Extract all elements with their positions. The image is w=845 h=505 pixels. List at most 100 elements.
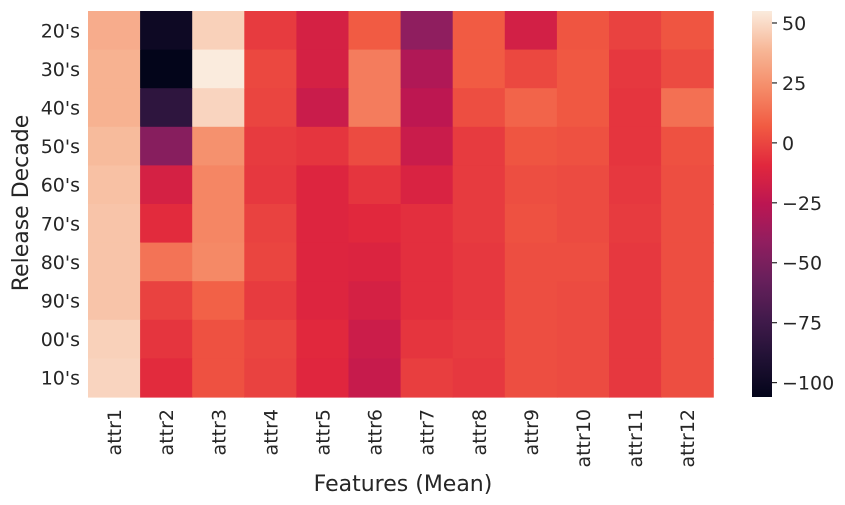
x-tick-label: attr2 bbox=[156, 409, 178, 455]
heatmap-cell bbox=[296, 204, 350, 244]
heatmap-cell bbox=[244, 165, 297, 205]
heatmap-cell bbox=[88, 319, 141, 359]
y-tick-label: 20's bbox=[41, 20, 80, 42]
heatmap-cell bbox=[661, 281, 714, 321]
colorbar-tick-label: 50 bbox=[782, 13, 806, 35]
x-tick-label: attr11 bbox=[625, 409, 647, 468]
heatmap-cell bbox=[296, 126, 350, 166]
heatmap-cell bbox=[348, 242, 402, 282]
heatmap-cell bbox=[296, 281, 350, 321]
heatmap-cell bbox=[504, 165, 558, 205]
heatmap-cells bbox=[88, 11, 714, 398]
heatmap-cell bbox=[400, 204, 454, 244]
heatmap-cell bbox=[452, 204, 506, 244]
heatmap-cell bbox=[192, 88, 245, 128]
heatmap-cell bbox=[400, 281, 454, 321]
heatmap-cell bbox=[504, 281, 558, 321]
heatmap-cell bbox=[244, 11, 297, 51]
x-tick-label: attr10 bbox=[573, 409, 595, 468]
heatmap-cell bbox=[192, 204, 245, 244]
heatmap-cell bbox=[661, 319, 714, 359]
heatmap-cell bbox=[661, 204, 714, 244]
heatmap-cell bbox=[661, 358, 714, 398]
x-tick-label: attr3 bbox=[208, 409, 230, 455]
heatmap-cell bbox=[609, 88, 662, 128]
heatmap-cell bbox=[140, 11, 193, 51]
x-tick-label: attr1 bbox=[104, 409, 126, 455]
heatmap-cell bbox=[140, 242, 193, 282]
heatmap-cell bbox=[504, 88, 558, 128]
x-tick-label: attr6 bbox=[365, 409, 387, 455]
heatmap-cell bbox=[348, 319, 402, 359]
heatmap-cell bbox=[400, 242, 454, 282]
colorbar-tick-label: 25 bbox=[782, 73, 806, 95]
heatmap-cell bbox=[192, 242, 245, 282]
heatmap-cell bbox=[244, 126, 297, 166]
heatmap-cell bbox=[88, 88, 141, 128]
heatmap-cell bbox=[452, 11, 506, 51]
colorbar-tick-label: 0 bbox=[782, 133, 794, 155]
heatmap-cell bbox=[140, 88, 193, 128]
y-tick-labels: 20's 30's 40's 50's 60's 70's 80's 90's 00's 10's bbox=[41, 20, 80, 389]
heatmap-cell bbox=[244, 204, 297, 244]
heatmap-cell bbox=[348, 126, 402, 166]
heatmap-cell bbox=[609, 49, 662, 89]
heatmap-cell bbox=[556, 126, 610, 166]
heatmap-cell bbox=[504, 242, 558, 282]
heatmap-cell bbox=[400, 126, 454, 166]
colorbar-tick-label: −25 bbox=[782, 193, 822, 215]
heatmap-cell bbox=[88, 242, 141, 282]
colorbar-tick-label: −75 bbox=[782, 313, 822, 335]
heatmap-cell bbox=[88, 49, 141, 89]
heatmap-cell bbox=[400, 11, 454, 51]
heatmap-cell bbox=[296, 242, 350, 282]
heatmap-cell bbox=[244, 281, 297, 321]
heatmap-cell bbox=[609, 358, 662, 398]
heatmap-cell bbox=[140, 281, 193, 321]
heatmap-cell bbox=[244, 49, 297, 89]
heatmap-cell bbox=[140, 319, 193, 359]
heatmap-cell bbox=[452, 358, 506, 398]
heatmap-cell bbox=[348, 11, 402, 51]
heatmap-cell bbox=[296, 88, 350, 128]
heatmap-cell bbox=[504, 49, 558, 89]
heatmap-cell bbox=[88, 11, 141, 51]
x-tick-labels: attr1 attr2 attr3 attr4 attr5 attr6 attr7 attr8… bbox=[104, 409, 699, 468]
heatmap-cell bbox=[296, 319, 350, 359]
y-tick-label: 40's bbox=[41, 98, 80, 120]
heatmap-cell bbox=[556, 11, 610, 51]
heatmap-cell bbox=[452, 88, 506, 128]
heatmap-cell bbox=[244, 88, 297, 128]
heatmap-cell bbox=[192, 319, 245, 359]
heatmap-cell bbox=[348, 204, 402, 244]
heatmap-cell bbox=[556, 49, 610, 89]
heatmap-cell bbox=[400, 358, 454, 398]
heatmap-cell bbox=[452, 242, 506, 282]
heatmap-cell bbox=[140, 358, 193, 398]
heatmap-cell bbox=[504, 204, 558, 244]
heatmap-cell bbox=[140, 204, 193, 244]
heatmap-cell bbox=[452, 319, 506, 359]
heatmap-cell bbox=[661, 165, 714, 205]
heatmap-cell bbox=[556, 242, 610, 282]
heatmap-cell bbox=[609, 281, 662, 321]
heatmap-cell bbox=[348, 49, 402, 89]
y-tick-label: 80's bbox=[41, 252, 80, 274]
heatmap-cell bbox=[609, 204, 662, 244]
heatmap-cell bbox=[556, 358, 610, 398]
heatmap-cell bbox=[609, 165, 662, 205]
heatmap-cell bbox=[140, 49, 193, 89]
heatmap-cell bbox=[88, 126, 141, 166]
y-tick-label: 90's bbox=[41, 291, 80, 313]
x-tick-label: attr9 bbox=[521, 409, 543, 455]
heatmap-cell bbox=[348, 88, 402, 128]
heatmap-cell bbox=[296, 165, 350, 205]
colorbar-tick-label: −50 bbox=[782, 253, 822, 275]
heatmap-cell bbox=[661, 49, 714, 89]
heatmap-cell bbox=[504, 358, 558, 398]
heatmap-cell bbox=[244, 319, 297, 359]
heatmap-cell bbox=[400, 319, 454, 359]
heatmap-cell bbox=[556, 204, 610, 244]
heatmap-cell bbox=[452, 165, 506, 205]
